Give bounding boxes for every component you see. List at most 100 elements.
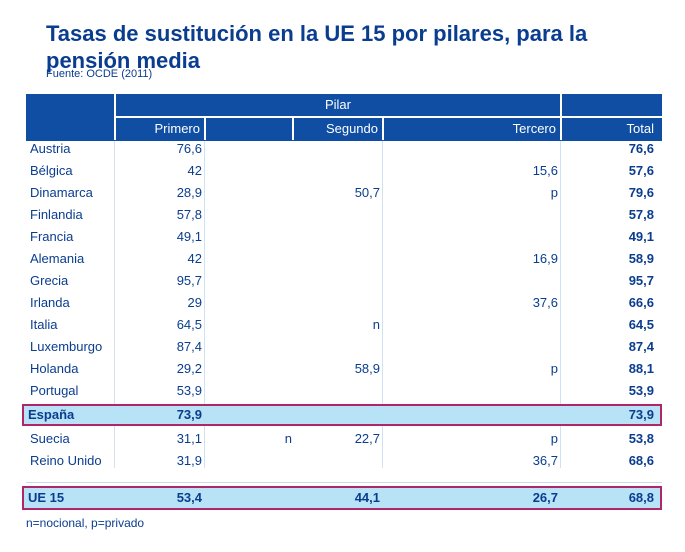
- country-cell: Holanda: [30, 361, 79, 376]
- table-row: Finlandia 57,8 57,8: [26, 204, 662, 226]
- total-cell: 57,6: [628, 163, 654, 178]
- header-tercero-cell: Tercero: [384, 118, 560, 140]
- country-cell: UE 15: [28, 490, 65, 505]
- primero-cell: 76,6: [176, 141, 202, 156]
- primero-cell: 28,9: [176, 185, 202, 200]
- primero-cell: 42: [187, 163, 202, 178]
- country-cell: España: [28, 407, 75, 422]
- primero-cell: 95,7: [176, 273, 202, 288]
- primero-cell: 29,2: [176, 361, 202, 376]
- primero-cell: 49,1: [176, 229, 202, 244]
- segundo-cell: 22,7: [354, 431, 380, 446]
- header-tercero: Tercero: [512, 121, 556, 136]
- primero-cell: 73,9: [176, 407, 202, 422]
- country-cell: Finlandia: [30, 207, 83, 222]
- primero-cell: 53,9: [176, 383, 202, 398]
- country-cell: Irlanda: [30, 295, 70, 310]
- table-row: Holanda 29,2 58,9 p 88,1: [26, 358, 662, 380]
- primero-cell: 31,1: [176, 431, 202, 446]
- primero-cell: 42: [187, 251, 202, 266]
- table-row: Dinamarca 28,9 50,7 p 79,6: [26, 182, 662, 204]
- header-total: Total: [626, 121, 654, 136]
- primero-cell: 57,8: [176, 207, 202, 222]
- table-row: Francia 49,1 49,1: [26, 226, 662, 248]
- country-cell: Grecia: [30, 273, 69, 288]
- total-cell: 87,4: [628, 339, 654, 354]
- total-cell: 79,6: [628, 185, 654, 200]
- primero-cell: 53,4: [176, 490, 202, 505]
- grid-line: [382, 140, 383, 468]
- total-cell: 66,6: [628, 295, 654, 310]
- header-pilar-label: Pilar: [324, 97, 351, 112]
- tercero-cell: p: [550, 185, 558, 200]
- table-row: Suecia 31,1 n 22,7 p 53,8: [26, 428, 662, 450]
- total-cell: 53,9: [628, 383, 654, 398]
- primero-cell: 31,9: [176, 453, 202, 468]
- table-row: Alemania 42 16,9 58,9: [26, 248, 662, 270]
- country-cell: Suecia: [30, 431, 70, 446]
- header-primero: Primero: [154, 121, 200, 136]
- table-top-rule: [26, 140, 662, 141]
- header-segundo-cell: Segundo: [294, 118, 382, 140]
- tercero-cell: 36,7: [532, 453, 558, 468]
- table-row: Italia 64,5 n 64,5: [26, 314, 662, 336]
- country-cell: Portugal: [30, 383, 79, 398]
- total-cell: 95,7: [628, 273, 654, 288]
- footnote: n=nocional, p=privado: [26, 516, 145, 530]
- header-total-cell: Total: [562, 118, 662, 140]
- tercero-cell: p: [550, 361, 558, 376]
- page-title: Tasas de sustitución en la UE 15 por pil…: [46, 21, 588, 73]
- replacement-rates-table: Pilar Primero Segundo Tercero Total Aust…: [22, 94, 662, 514]
- total-cell: 57,8: [628, 207, 654, 222]
- total-cell: 73,9: [628, 407, 654, 422]
- primero-cell: 64,5: [176, 317, 202, 332]
- table-row: Reino Unido 31,9 36,7 68,6: [26, 450, 662, 472]
- table-row: Irlanda 29 37,6 66,6: [26, 292, 662, 314]
- table-row: Bélgica 42 15,6 57,6: [26, 160, 662, 182]
- source-note: Fuente: OCDE (2011): [46, 68, 153, 80]
- tercero-cell: p: [550, 431, 558, 446]
- country-cell: Alemania: [30, 251, 85, 266]
- table-row: Portugal 53,9 53,9: [26, 380, 662, 402]
- total-cell: 64,5: [628, 317, 654, 332]
- country-cell: Dinamarca: [30, 185, 93, 200]
- table-row: Grecia 95,7 95,7: [26, 270, 662, 292]
- tercero-cell: 26,7: [532, 490, 558, 505]
- grid-line: [204, 140, 205, 468]
- table-bottom-rule: [26, 482, 662, 483]
- country-cell: Italia: [30, 317, 58, 332]
- summary-row-ue15: UE 15 53,4 44,1 26,7 68,8: [22, 486, 662, 510]
- total-cell: 68,6: [628, 453, 654, 468]
- total-cell: 68,8: [628, 490, 654, 505]
- header-segundo-note-cell: [206, 118, 292, 140]
- segundo-note-cell: n: [284, 431, 292, 446]
- tercero-cell: 15,6: [532, 163, 558, 178]
- table-row: Luxemburgo 87,4 87,4: [26, 336, 662, 358]
- primero-cell: 87,4: [176, 339, 202, 354]
- country-cell: Austria: [30, 141, 71, 156]
- total-cell: 88,1: [628, 361, 654, 376]
- header-segundo: Segundo: [325, 121, 378, 136]
- country-cell: Francia: [30, 229, 74, 244]
- highlighted-row-espana: España 73,9 73,9: [22, 404, 662, 426]
- country-cell: Luxemburgo: [30, 339, 103, 354]
- total-cell: 58,9: [628, 251, 654, 266]
- tercero-cell: 16,9: [532, 251, 558, 266]
- country-cell: Reino Unido: [30, 453, 102, 468]
- header-total-top: [562, 94, 662, 116]
- total-cell: 53,8: [628, 431, 654, 446]
- header-primero-cell: Primero: [116, 118, 204, 140]
- segundo-cell: 44,1: [354, 490, 380, 505]
- grid-line: [560, 140, 561, 468]
- header-country-cell: [26, 94, 114, 140]
- segundo-cell: 50,7: [354, 185, 380, 200]
- table-row: Austria 76,6 76,6: [26, 138, 662, 160]
- grid-line: [114, 140, 115, 468]
- segundo-cell: n: [372, 317, 380, 332]
- tercero-cell: 37,6: [532, 295, 558, 310]
- segundo-cell: 58,9: [354, 361, 380, 376]
- country-cell: Bélgica: [30, 163, 73, 178]
- total-cell: 49,1: [628, 229, 654, 244]
- header-pilar-group: Pilar: [116, 94, 560, 116]
- total-cell: 76,6: [628, 141, 654, 156]
